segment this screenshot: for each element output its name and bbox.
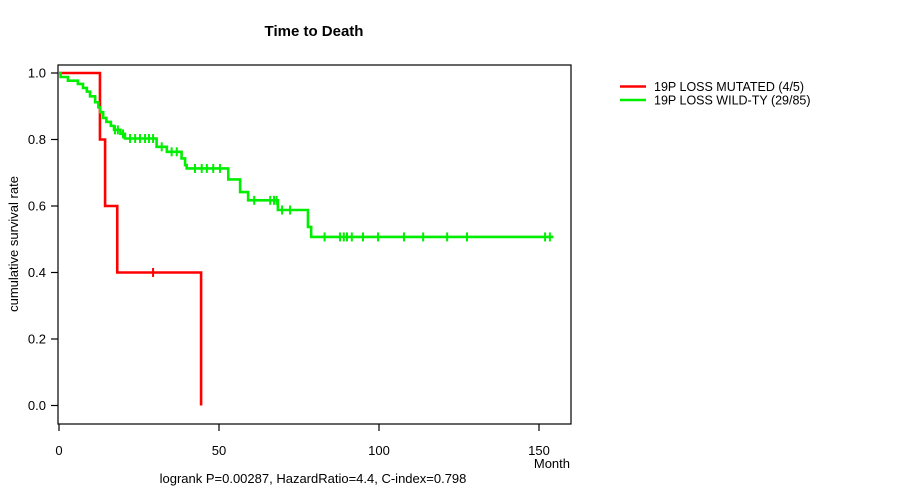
legend: 19P LOSS MUTATED (4/5) 19P LOSS WILD-TY … (620, 80, 811, 108)
survival-curve-1 (59, 71, 554, 239)
x-tick-label: 100 (368, 443, 390, 458)
y-axis-title: cumulative survival rate (6, 176, 21, 312)
x-axis-ticks (58, 424, 540, 431)
y-tick-label: 1.0 (28, 66, 46, 81)
y-tick-label: 0.8 (28, 132, 46, 147)
y-axis-ticks (51, 72, 58, 407)
y-tick-label: 0.2 (28, 332, 46, 347)
chart-title: Time to Death (265, 23, 364, 40)
x-tick-label: 0 (55, 443, 62, 458)
legend-label-wildtype: 19P LOSS WILD-TY (29/85) (654, 94, 811, 108)
stats-annotation: logrank P=0.00287, HazardRatio=4.4, C-in… (160, 471, 467, 486)
y-tick-label: 0.4 (28, 265, 46, 280)
x-tick-label: 150 (528, 443, 550, 458)
y-tick-label: 0.0 (28, 398, 46, 413)
x-tick-label: 50 (212, 443, 226, 458)
survival-curves (59, 71, 554, 406)
x-axis-title: Month (534, 456, 570, 471)
y-tick-label: 0.6 (28, 199, 46, 214)
survival-curve-0 (59, 71, 203, 406)
plot-box (57, 64, 572, 425)
legend-label-mutated: 19P LOSS MUTATED (4/5) (654, 80, 804, 94)
